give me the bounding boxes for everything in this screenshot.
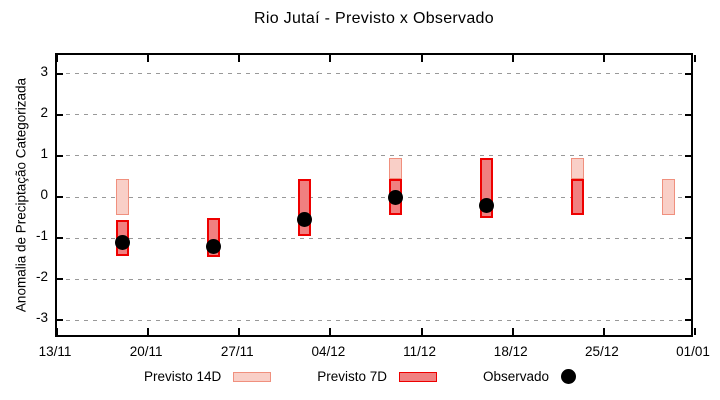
x-tick-label: 20/11 <box>129 344 163 359</box>
x-tick-mark-bottom <box>694 328 696 335</box>
previsto-14d-bar <box>662 178 676 216</box>
y-tick-mark-left <box>57 278 63 281</box>
legend-swatch <box>399 371 438 382</box>
x-tick-mark-bottom <box>329 328 332 335</box>
chart-title: Rio Jutaí - Previsto x Observado <box>254 10 494 27</box>
observado-point <box>388 189 404 205</box>
y-tick-label: 2 <box>40 104 48 120</box>
x-tick-mark-bottom <box>56 328 58 335</box>
x-tick-label: 13/11 <box>38 344 72 359</box>
x-tick-mark-bottom <box>238 328 241 335</box>
x-tick-mark-bottom <box>511 328 514 335</box>
x-tick-label: 27/11 <box>220 344 254 359</box>
x-tick-label: 04/12 <box>311 344 346 359</box>
y-tick-mark-left <box>57 113 63 116</box>
legend-item-previsto-14d: Previsto 14D <box>143 369 272 384</box>
y-tick-label: -3 <box>35 310 48 326</box>
gridline-y <box>57 155 691 157</box>
x-tick-mark-top <box>238 55 241 62</box>
legend-swatch <box>233 371 272 382</box>
gridline-y <box>57 278 691 280</box>
x-tick-mark-top <box>147 55 150 62</box>
x-tick-label: 25/12 <box>584 344 619 359</box>
legend-item-observado: Observado <box>483 369 577 384</box>
legend-item-previsto-7d: Previsto 7D <box>317 369 438 384</box>
x-tick-mark-top <box>56 55 58 62</box>
gridline-y <box>57 319 691 321</box>
y-tick-mark-right <box>685 72 691 75</box>
x-tick-mark-top <box>511 55 514 62</box>
legend-label: Previsto 14D <box>143 369 222 384</box>
y-tick-mark-right <box>685 113 691 116</box>
x-tick-label: 11/12 <box>403 344 436 359</box>
previsto-7d-bar <box>571 178 585 216</box>
observado-point <box>205 238 221 254</box>
y-tick-mark-right <box>685 154 691 157</box>
legend-label: Previsto 7D <box>317 369 388 384</box>
x-tick-mark-top <box>694 55 696 62</box>
y-tick-mark-right <box>685 237 691 240</box>
x-tick-mark-bottom <box>420 328 423 335</box>
y-tick-label: 3 <box>40 63 48 79</box>
y-tick-mark-left <box>57 237 63 240</box>
observado-point <box>114 234 130 250</box>
y-tick-mark-right <box>685 196 691 198</box>
y-tick-mark-left <box>57 196 63 198</box>
observado-point <box>479 197 495 213</box>
x-tick-mark-top <box>329 55 332 62</box>
y-tick-mark-right <box>685 319 691 322</box>
previsto-14d-bar <box>571 158 585 179</box>
previsto-7d-bar <box>297 178 311 236</box>
y-tick-mark-left <box>57 154 63 157</box>
legend: Previsto 14D Previsto 7D Observado <box>0 369 720 384</box>
y-tick-label: 0 <box>40 187 48 202</box>
x-tick-mark-bottom <box>147 328 150 335</box>
observado-point <box>296 212 312 228</box>
previsto-14d-bar <box>389 158 403 179</box>
gridline-y <box>57 73 691 75</box>
gridline-y <box>57 237 691 239</box>
y-tick-mark-left <box>57 72 63 75</box>
y-tick-label: -1 <box>35 228 48 244</box>
x-tick-label: 01/01 <box>676 344 710 359</box>
x-tick-mark-bottom <box>602 328 605 335</box>
legend-label: Observado <box>483 369 550 384</box>
gridline-y <box>57 196 691 198</box>
previsto-14d-bar <box>115 178 129 216</box>
gridline-y <box>57 114 691 116</box>
x-tick-mark-top <box>602 55 605 62</box>
legend-observado-dot <box>561 369 577 384</box>
y-tick-mark-left <box>57 319 63 322</box>
y-tick-label: 1 <box>40 145 48 161</box>
plot-area <box>55 53 696 337</box>
x-tick-mark-top <box>420 55 423 62</box>
x-tick-label: 18/12 <box>493 344 528 359</box>
y-tick-label: -2 <box>35 269 48 285</box>
y-tick-mark-right <box>685 278 691 281</box>
